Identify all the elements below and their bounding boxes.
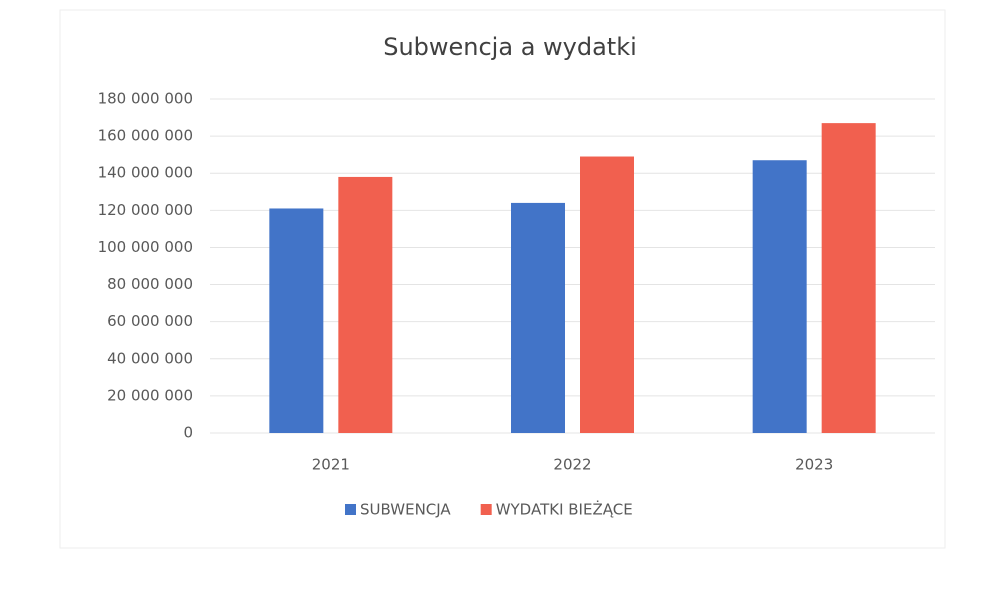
- y-tick-label: 40 000 000: [107, 349, 193, 367]
- bar: [752, 160, 807, 433]
- x-tick-label: 2023: [795, 456, 833, 474]
- y-tick-label: 20 000 000: [107, 386, 193, 404]
- bar: [269, 208, 324, 433]
- legend-swatch: [480, 504, 492, 515]
- y-tick-label: 140 000 000: [98, 164, 193, 182]
- chart-title: Subwencja a wydatki: [383, 33, 637, 61]
- y-tick-label: 160 000 000: [98, 127, 193, 145]
- y-tick-label: 0: [183, 424, 193, 442]
- legend-label: SUBWENCJA: [360, 501, 451, 519]
- x-tick-label: 2021: [312, 456, 350, 474]
- y-tick-label: 80 000 000: [107, 275, 193, 293]
- y-tick-label: 100 000 000: [98, 238, 193, 256]
- y-tick-label: 60 000 000: [107, 312, 193, 330]
- legend-swatch: [345, 504, 356, 515]
- x-tick-label: 2022: [553, 456, 591, 474]
- legend-label: WYDATKI BIEŻĄCE: [496, 500, 633, 519]
- bar: [511, 202, 565, 433]
- bar: [821, 123, 876, 433]
- bar: [580, 156, 634, 433]
- y-tick-label: 180 000 000: [98, 90, 193, 108]
- bar: [338, 176, 393, 433]
- y-tick-label: 120 000 000: [98, 201, 193, 219]
